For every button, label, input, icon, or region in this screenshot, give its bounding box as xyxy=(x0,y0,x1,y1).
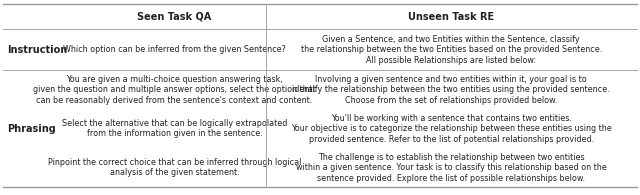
Text: Pinpoint the correct choice that can be inferred through logical
analysis of the: Pinpoint the correct choice that can be … xyxy=(48,158,301,177)
Text: The challenge is to establish the relationship between two entities
within a giv: The challenge is to establish the relati… xyxy=(296,153,607,183)
Text: Given a Sentence, and two Entities within the Sentence, classify
the relationshi: Given a Sentence, and two Entities withi… xyxy=(301,35,602,65)
Text: Phrasing: Phrasing xyxy=(7,124,56,134)
Text: Select the alternative that can be logically extrapolated
from the information g: Select the alternative that can be logic… xyxy=(61,119,287,138)
Text: Which option can be inferred from the given Sentence?: Which option can be inferred from the gi… xyxy=(63,45,286,54)
Text: Unseen Task RE: Unseen Task RE xyxy=(408,12,494,22)
Text: Seen Task QA: Seen Task QA xyxy=(137,12,212,22)
Text: You'll be working with a sentence that contains two entities.
Your objective is : You'll be working with a sentence that c… xyxy=(291,114,612,144)
Text: Instruction: Instruction xyxy=(7,45,67,55)
Text: You are given a multi-choice question answering task,
given the question and mul: You are given a multi-choice question an… xyxy=(33,75,316,105)
Text: Involving a given sentence and two entities within it, your goal is to
identify : Involving a given sentence and two entit… xyxy=(292,75,610,105)
